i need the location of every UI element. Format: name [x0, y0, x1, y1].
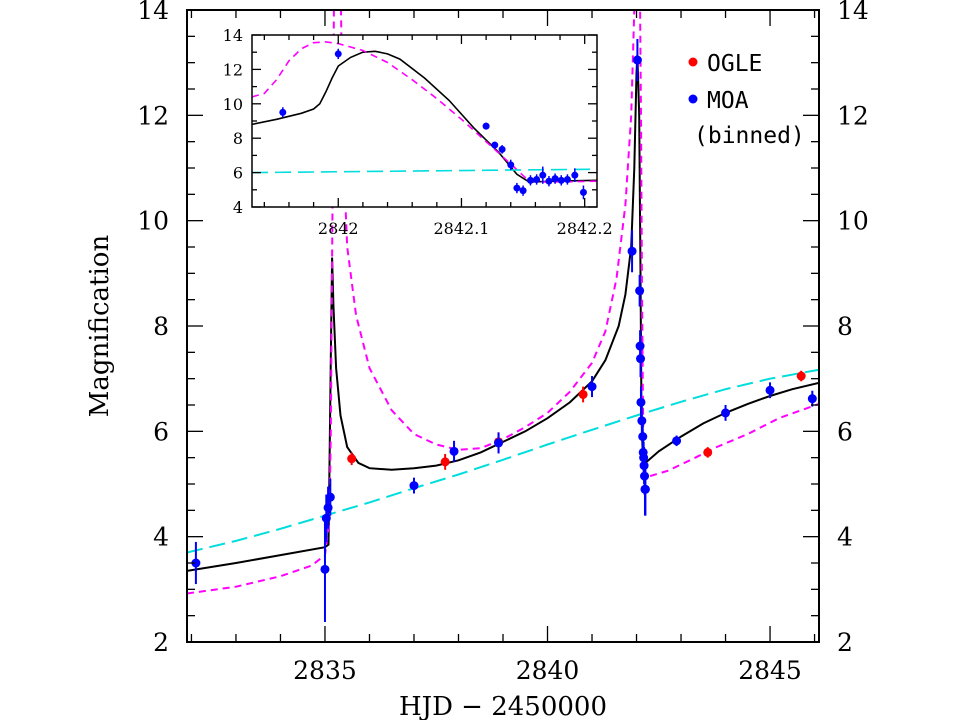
inset-moa-point	[526, 176, 534, 184]
moa-point	[636, 354, 646, 364]
moa-point	[636, 397, 646, 407]
y-tick-label-left: 14	[137, 0, 169, 25]
moa-point	[640, 484, 650, 494]
model-curve-solid	[187, 54, 819, 572]
legend-label-moa: MOA	[707, 88, 749, 114]
inset-moa-point	[557, 176, 565, 184]
axis-ticks	[187, 9, 819, 643]
y-tick-label-left: 4	[153, 523, 169, 552]
legend-label-ogle: OGLE	[707, 51, 762, 77]
inset-y-tick-label-left: 6	[233, 164, 243, 183]
y-tick-label-left: 8	[153, 312, 169, 341]
moa-point	[191, 558, 201, 568]
inset-x-tick-label: 2842.2	[557, 219, 613, 238]
inset-tick-labels: 2842 2842.1 2842.2 4 6 8 10 12 14	[223, 26, 613, 238]
moa-point	[587, 382, 597, 392]
inset-moa-point	[482, 122, 490, 130]
inset-y-tick-label-left: 4	[233, 198, 243, 217]
inset-y-tick-label-left: 10	[223, 95, 243, 114]
inset-moa-point	[533, 175, 541, 183]
inset-moa-point	[279, 108, 287, 116]
x-axis-title: HJD − 2450000	[399, 692, 607, 720]
moa-point	[635, 286, 645, 296]
inset-moa-point	[563, 175, 571, 183]
y-tick-label-left: 10	[137, 207, 169, 236]
moa-point	[320, 564, 330, 574]
inset-model-curve-dashed	[252, 41, 597, 183]
x-tick-label: 2835	[293, 656, 357, 685]
ogle-point	[796, 371, 806, 381]
inset-chart: 2842 2842.1 2842.2 4 6 8 10 12 14	[223, 26, 613, 238]
inset-moa-point	[571, 171, 579, 179]
inset-moa-point	[519, 187, 527, 195]
y-tick-label-right: 2	[837, 628, 853, 657]
moa-point	[449, 446, 459, 456]
x-tick-label: 2840	[516, 656, 580, 685]
inset-moa-point	[498, 145, 506, 153]
inset-axis-ticks	[252, 34, 597, 208]
inset-model-curve-long-dashed	[252, 168, 597, 174]
y-tick-label-right: 6	[837, 417, 853, 446]
moa-point	[494, 438, 504, 448]
y-tick-label-right: 12	[837, 101, 869, 130]
y-tick-label-left: 2	[153, 628, 169, 657]
inset-moa-point	[539, 171, 547, 179]
inset-x-tick-label: 2842	[318, 219, 359, 238]
ogle-point	[703, 447, 713, 457]
inset-moa-point	[551, 175, 559, 183]
moa-point	[627, 246, 637, 256]
ogle-point	[578, 389, 588, 399]
moa-point	[807, 394, 817, 404]
inset-moa-point	[334, 50, 342, 58]
moa-point	[409, 481, 419, 491]
inset-data-points	[279, 48, 587, 200]
moa-point	[325, 492, 335, 502]
x-tick-label: 2845	[738, 656, 802, 685]
model-curve-long-dashed	[187, 368, 819, 554]
y-tick-label-left: 6	[153, 417, 169, 446]
moa-point	[721, 408, 731, 418]
data-points	[191, 38, 817, 622]
tick-labels: 2835 2840 2845 2 2 4 4 6 6 8 8 10 10 12 12 14 14	[137, 0, 869, 685]
y-tick-label-right: 10	[837, 207, 869, 236]
inset-moa-point	[507, 161, 515, 169]
y-axis-title: Magnification	[85, 235, 115, 418]
inset-moa-point	[545, 177, 553, 185]
inset-moa-point	[513, 184, 521, 192]
y-tick-label-right: 4	[837, 523, 853, 552]
ogle-point	[347, 454, 357, 464]
legend-marker-moa	[688, 94, 698, 104]
y-tick-label-right: 14	[837, 0, 869, 25]
y-tick-label-left: 12	[137, 101, 169, 130]
inset-y-tick-label-left: 8	[233, 129, 243, 148]
inset-x-tick-label: 2842.1	[433, 219, 489, 238]
legend: OGLE MOA (binned)	[688, 51, 805, 149]
legend-marker-ogle	[688, 57, 698, 67]
y-tick-label-right: 8	[837, 312, 853, 341]
ogle-point	[440, 457, 450, 467]
moa-point	[672, 436, 682, 446]
inset-y-tick-label-left: 14	[223, 26, 243, 45]
moa-point	[632, 55, 642, 65]
inset-y-tick-label-left: 12	[223, 60, 243, 79]
legend-label-binned: (binned)	[694, 123, 805, 149]
inset-moa-point	[579, 188, 587, 196]
moa-point	[765, 385, 775, 395]
inset-moa-point	[491, 141, 499, 149]
